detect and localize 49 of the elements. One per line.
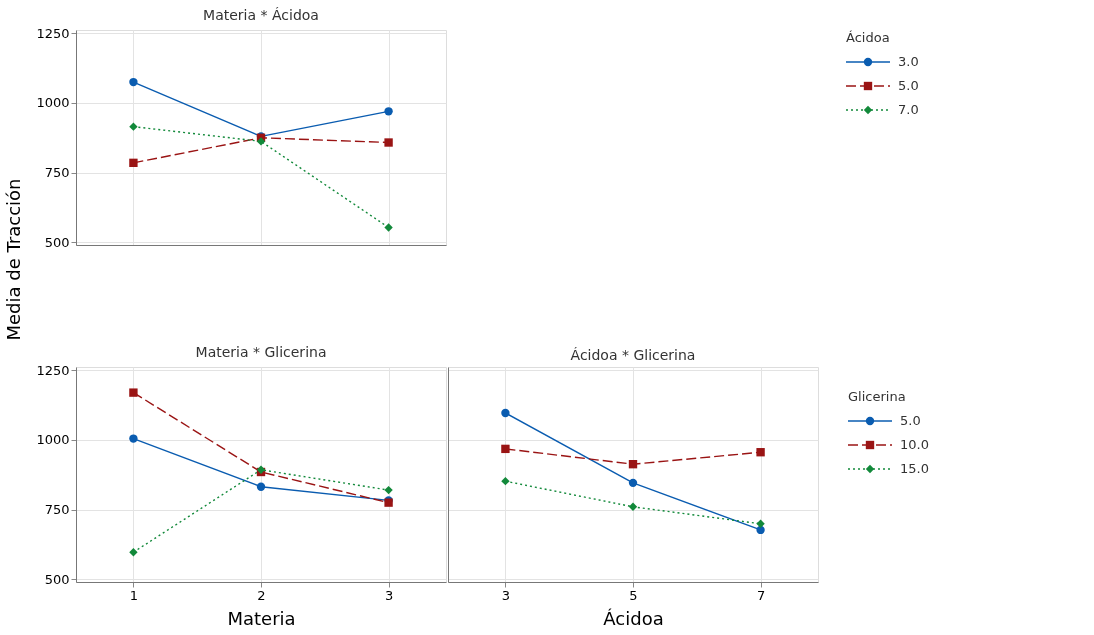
point bbox=[384, 485, 393, 495]
legend-label: 5.0 bbox=[898, 78, 919, 93]
chart-title: Materia * Glicerina bbox=[195, 344, 327, 361]
x-tick-label: 2 bbox=[257, 587, 266, 603]
point bbox=[501, 408, 510, 418]
y-tick-label: 1000 bbox=[36, 432, 70, 448]
point bbox=[129, 122, 138, 131]
point bbox=[628, 460, 638, 469]
point bbox=[501, 477, 510, 486]
point bbox=[384, 138, 393, 147]
legend-label: 3.0 bbox=[898, 54, 919, 69]
point bbox=[384, 223, 393, 232]
point bbox=[256, 137, 266, 146]
point bbox=[129, 548, 138, 557]
point bbox=[384, 107, 393, 116]
point bbox=[628, 478, 638, 488]
legend-title: Ácidoa bbox=[846, 30, 890, 45]
legend-label: 7.0 bbox=[898, 102, 919, 117]
point bbox=[256, 482, 266, 491]
x-tick-label: 5 bbox=[629, 587, 638, 603]
y-tick-label: 500 bbox=[44, 234, 70, 250]
x-tick-label: 3 bbox=[384, 587, 394, 603]
y-tick-label: 750 bbox=[44, 165, 70, 181]
x-tick-label: 3 bbox=[501, 587, 511, 603]
point bbox=[129, 388, 138, 397]
legend-label: 10.0 bbox=[900, 437, 929, 452]
chart-title: Materia * Ácidoa bbox=[203, 7, 319, 24]
y-axis-title: Media de Tracción bbox=[3, 178, 25, 341]
x-tick-label: 1 bbox=[129, 587, 139, 603]
point bbox=[129, 434, 138, 443]
y-tick-label: 1000 bbox=[36, 95, 70, 111]
point bbox=[501, 444, 510, 454]
point bbox=[129, 77, 138, 87]
y-tick-label: 1250 bbox=[36, 362, 70, 378]
legend-title: Glicerina bbox=[848, 389, 906, 404]
point bbox=[756, 519, 765, 528]
chart-title: Ácidoa * Glicerina bbox=[570, 347, 696, 363]
x-axis-title: Materia bbox=[227, 607, 296, 629]
legend-label: 15.0 bbox=[900, 461, 929, 476]
point bbox=[756, 448, 765, 457]
y-tick-label: 750 bbox=[44, 502, 70, 518]
x-axis-title: Ácidoa bbox=[603, 607, 664, 629]
point bbox=[129, 158, 138, 168]
legend-label: 5.0 bbox=[900, 413, 921, 428]
x-tick-label: 7 bbox=[756, 587, 766, 603]
point bbox=[756, 525, 765, 535]
y-tick-label: 1250 bbox=[36, 25, 70, 41]
y-tick-label: 500 bbox=[44, 571, 70, 587]
point bbox=[628, 502, 638, 511]
